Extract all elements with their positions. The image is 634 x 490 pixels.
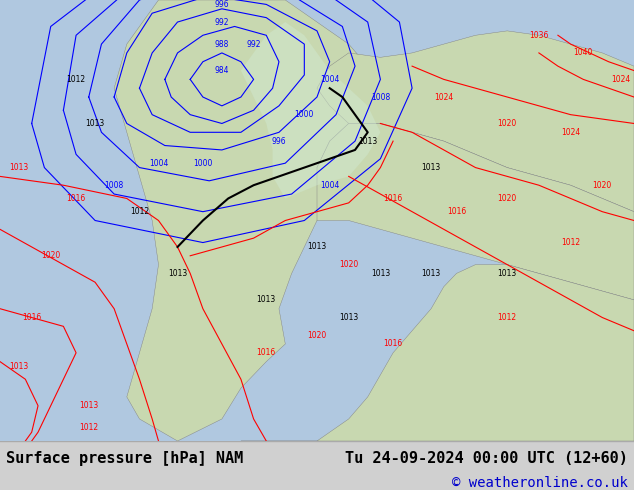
Text: 1024: 1024 xyxy=(612,75,631,84)
Text: 1013: 1013 xyxy=(498,269,517,278)
Text: 1004: 1004 xyxy=(149,159,168,168)
Text: 1000: 1000 xyxy=(295,110,314,119)
Text: 1013: 1013 xyxy=(307,243,327,251)
Text: 1016: 1016 xyxy=(384,340,403,348)
Text: 1013: 1013 xyxy=(358,137,377,146)
Text: 1008: 1008 xyxy=(371,93,390,101)
Text: 1036: 1036 xyxy=(529,31,548,40)
Text: 1020: 1020 xyxy=(498,194,517,203)
Polygon shape xyxy=(114,0,380,441)
Text: 1012: 1012 xyxy=(79,423,98,432)
Text: 1004: 1004 xyxy=(320,75,339,84)
Text: 1013: 1013 xyxy=(422,163,441,172)
Text: 996: 996 xyxy=(271,137,287,146)
Text: 996: 996 xyxy=(214,0,230,9)
Text: 1012: 1012 xyxy=(498,313,517,322)
Text: 1024: 1024 xyxy=(434,93,453,101)
Text: 1013: 1013 xyxy=(168,269,187,278)
Text: 1013: 1013 xyxy=(79,401,98,410)
Text: 1016: 1016 xyxy=(67,194,86,203)
Text: 1016: 1016 xyxy=(384,194,403,203)
Text: 1008: 1008 xyxy=(105,181,124,190)
Text: 1040: 1040 xyxy=(574,49,593,57)
Text: 988: 988 xyxy=(215,40,229,49)
Polygon shape xyxy=(317,123,634,300)
Text: 1016: 1016 xyxy=(447,207,466,216)
Polygon shape xyxy=(241,22,380,198)
Text: Surface pressure [hPa] NAM: Surface pressure [hPa] NAM xyxy=(6,451,243,465)
Text: 1020: 1020 xyxy=(41,251,60,260)
Text: 984: 984 xyxy=(215,66,229,75)
Text: 1012: 1012 xyxy=(67,75,86,84)
Text: 1013: 1013 xyxy=(10,362,29,370)
Text: Tu 24-09-2024 00:00 UTC (12+60): Tu 24-09-2024 00:00 UTC (12+60) xyxy=(345,451,628,465)
Polygon shape xyxy=(241,265,634,441)
Text: 1013: 1013 xyxy=(10,163,29,172)
Text: 1020: 1020 xyxy=(498,119,517,128)
Polygon shape xyxy=(317,31,634,212)
Text: 1016: 1016 xyxy=(22,313,41,322)
Text: 1020: 1020 xyxy=(593,181,612,190)
Text: 1024: 1024 xyxy=(561,128,580,137)
Text: 1013: 1013 xyxy=(257,295,276,304)
Text: 1016: 1016 xyxy=(257,348,276,357)
Text: 992: 992 xyxy=(215,18,229,26)
Text: 1020: 1020 xyxy=(307,331,327,340)
Text: 1012: 1012 xyxy=(561,238,580,247)
Text: 1004: 1004 xyxy=(320,181,339,190)
Text: 1020: 1020 xyxy=(339,260,358,269)
Text: 1013: 1013 xyxy=(422,269,441,278)
Text: 1012: 1012 xyxy=(130,207,149,216)
Text: 1013: 1013 xyxy=(86,119,105,128)
Text: 1013: 1013 xyxy=(371,269,390,278)
Text: 1000: 1000 xyxy=(193,159,212,168)
Text: 1013: 1013 xyxy=(339,313,358,322)
Text: © weatheronline.co.uk: © weatheronline.co.uk xyxy=(452,476,628,490)
Text: 992: 992 xyxy=(247,40,261,49)
